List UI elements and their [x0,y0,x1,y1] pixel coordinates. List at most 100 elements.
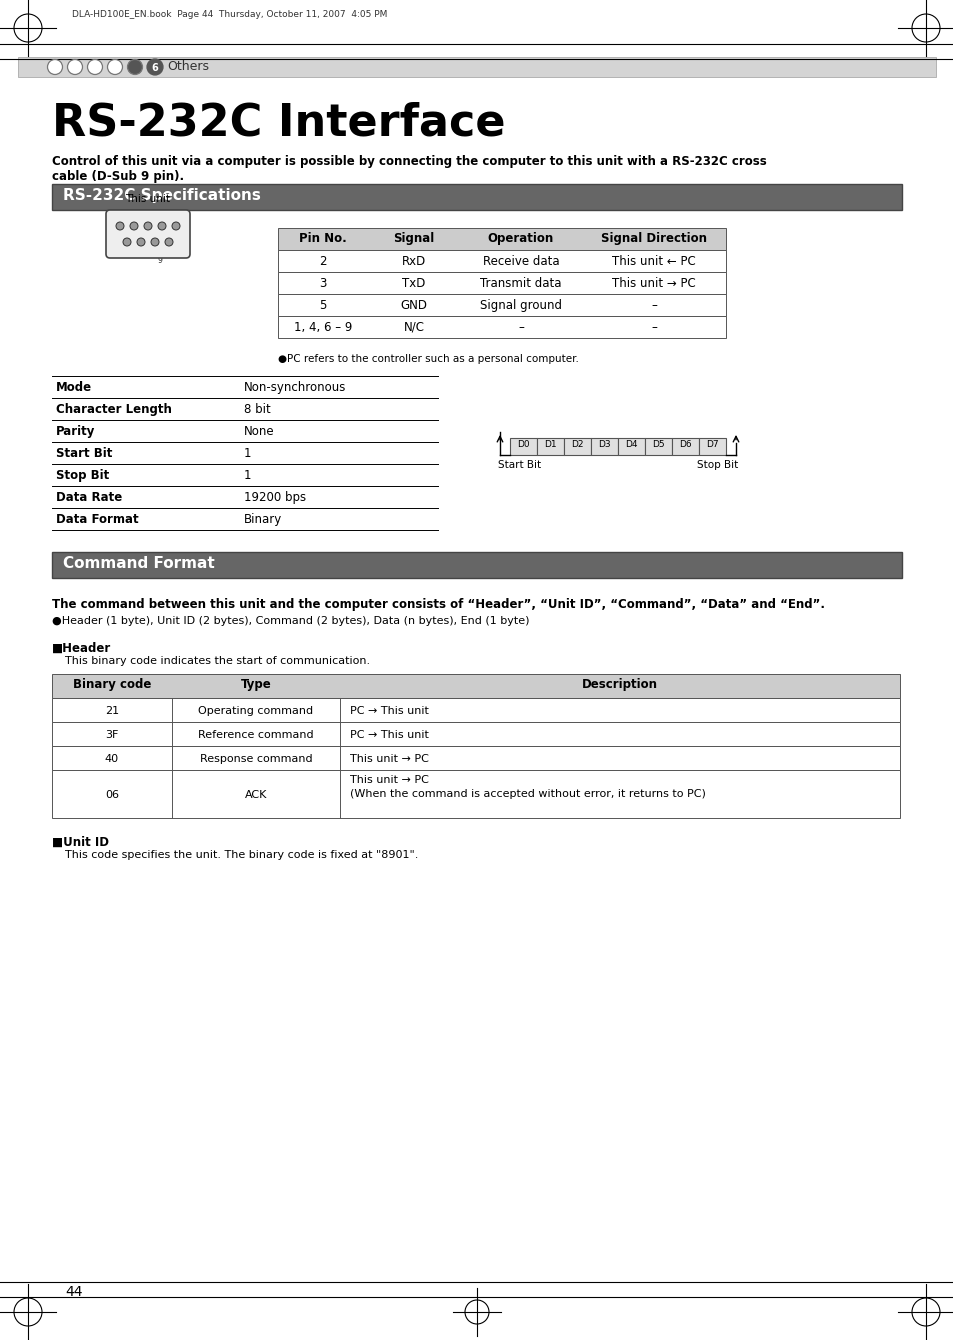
Text: –: – [650,322,657,334]
Text: Start Bit: Start Bit [497,460,540,470]
Text: D5: D5 [652,440,664,449]
Text: Binary: Binary [244,513,282,527]
Circle shape [128,59,142,75]
Text: D4: D4 [624,440,638,449]
Text: GND: GND [400,299,427,312]
Text: 06: 06 [105,791,119,800]
Text: Signal Direction: Signal Direction [600,232,706,245]
Text: Response command: Response command [199,754,312,764]
Circle shape [116,222,124,230]
Text: Signal: Signal [393,232,435,245]
Text: Others: Others [167,60,209,72]
Text: Pin No.: Pin No. [299,232,347,245]
Circle shape [158,222,166,230]
Bar [52,722,899,746]
Circle shape [130,222,138,230]
Text: ■Unit ID: ■Unit ID [52,836,109,850]
Bar [590,438,618,456]
Text: Description: Description [581,678,658,691]
Bar [18,58,935,76]
Text: 5: 5 [171,214,175,224]
Text: D6: D6 [679,440,691,449]
Circle shape [147,59,163,75]
Text: Signal ground: Signal ground [479,299,561,312]
Bar [563,438,590,456]
Text: This unit → PC: This unit → PC [612,277,695,289]
Text: Data Rate: Data Rate [56,490,122,504]
Text: 3: 3 [319,277,326,289]
Text: 1: 1 [244,448,252,460]
Text: 2: 2 [319,255,327,268]
Text: Reference command: Reference command [198,730,314,740]
Text: RS-232C Interface: RS-232C Interface [52,102,505,145]
Circle shape [88,59,102,75]
Text: Mode: Mode [56,381,92,394]
Text: The command between this unit and the computer consists of “Header”, “Unit ID”, : The command between this unit and the co… [52,598,824,611]
Text: (When the command is accepted without error, it returns to PC): (When the command is accepted without er… [350,789,705,799]
Circle shape [123,239,131,247]
Text: 1: 1 [244,469,252,482]
Bar [618,438,644,456]
Text: RxD: RxD [401,255,426,268]
Text: Data Format: Data Format [56,513,138,527]
Text: This unit → PC: This unit → PC [350,775,429,785]
Circle shape [144,222,152,230]
Text: D7: D7 [705,440,718,449]
Text: 9: 9 [158,256,163,265]
Text: –: – [517,322,523,334]
Circle shape [108,59,122,75]
Circle shape [172,222,180,230]
Text: This unit → PC: This unit → PC [350,754,429,764]
Text: cable (D-Sub 9 pin).: cable (D-Sub 9 pin). [52,170,184,184]
Text: ●Header (1 byte), Unit ID (2 bytes), Command (2 bytes), Data (n bytes), End (1 b: ●Header (1 byte), Unit ID (2 bytes), Com… [52,616,529,626]
Text: Stop Bit: Stop Bit [56,469,110,482]
Text: 3F: 3F [105,730,118,740]
Text: This unit ← PC: This unit ← PC [612,255,695,268]
FancyBboxPatch shape [106,210,190,259]
Text: Type: Type [240,678,271,691]
Bar [52,770,899,817]
Text: DLA-HD100E_EN.book  Page 44  Thursday, October 11, 2007  4:05 PM: DLA-HD100E_EN.book Page 44 Thursday, Oct… [71,9,387,19]
Text: 1: 1 [112,214,116,224]
Text: –: – [650,299,657,312]
Text: Operating command: Operating command [198,706,314,716]
Text: Stop Bit: Stop Bit [696,460,738,470]
Text: 8 bit: 8 bit [244,403,271,415]
Text: None: None [244,425,274,438]
Circle shape [48,59,63,75]
Text: ACK: ACK [245,791,267,800]
Bar [277,251,725,272]
Bar [644,438,671,456]
Text: N/C: N/C [403,322,424,334]
Circle shape [68,59,82,75]
Text: ■Header: ■Header [52,642,112,655]
Text: RS-232C Specifications: RS-232C Specifications [63,188,260,202]
Bar [52,184,901,210]
Text: Receive data: Receive data [482,255,558,268]
Text: D0: D0 [517,440,529,449]
Text: PC → This unit: PC → This unit [350,730,429,740]
Bar [52,698,899,722]
Bar [277,316,725,338]
Bar [277,272,725,293]
Text: Start Bit: Start Bit [56,448,112,460]
Text: This code specifies the unit. The binary code is fixed at "8901".: This code specifies the unit. The binary… [65,850,418,860]
Text: ●PC refers to the controller such as a personal computer.: ●PC refers to the controller such as a p… [277,354,578,364]
Text: This unit: This unit [126,194,171,204]
Text: Non-synchronous: Non-synchronous [244,381,346,394]
Text: Command Format: Command Format [63,556,214,571]
Text: Binary code: Binary code [72,678,151,691]
Circle shape [137,239,145,247]
Text: 6: 6 [152,63,158,72]
Text: D3: D3 [598,440,610,449]
Text: This binary code indicates the start of communication.: This binary code indicates the start of … [65,657,370,666]
Bar [52,746,899,770]
Text: D1: D1 [543,440,557,449]
Bar [52,674,899,698]
Text: 5: 5 [319,299,326,312]
Text: Character Length: Character Length [56,403,172,415]
Text: 40: 40 [105,754,119,764]
Text: PC → This unit: PC → This unit [350,706,429,716]
Text: TxD: TxD [402,277,425,289]
Text: Parity: Parity [56,425,95,438]
